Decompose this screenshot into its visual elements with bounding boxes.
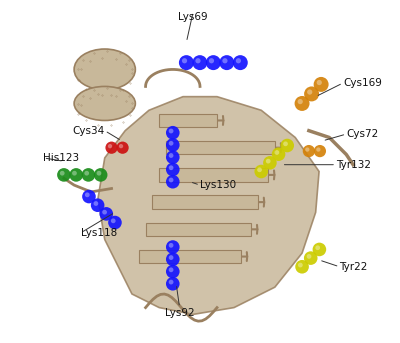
Circle shape [179, 55, 194, 70]
Circle shape [166, 277, 180, 291]
Bar [166, 141, 275, 154]
Circle shape [166, 265, 180, 278]
Circle shape [236, 58, 241, 63]
Circle shape [222, 58, 228, 63]
Circle shape [166, 151, 180, 164]
Circle shape [274, 150, 279, 155]
Circle shape [304, 86, 319, 102]
Circle shape [84, 171, 89, 176]
Text: Lys69: Lys69 [178, 12, 208, 22]
Circle shape [315, 245, 320, 250]
Circle shape [192, 55, 207, 70]
Bar [139, 250, 241, 263]
Circle shape [195, 58, 201, 63]
Circle shape [108, 216, 122, 229]
Text: Lys118: Lys118 [81, 228, 117, 238]
Circle shape [317, 80, 322, 85]
Circle shape [303, 145, 315, 157]
Bar [146, 223, 251, 236]
Circle shape [312, 243, 326, 256]
Circle shape [85, 192, 90, 197]
Text: Lys130: Lys130 [200, 180, 236, 190]
Circle shape [283, 141, 288, 146]
Text: Cys169: Cys169 [343, 78, 382, 88]
Circle shape [94, 201, 98, 206]
Circle shape [272, 147, 285, 161]
Circle shape [266, 159, 270, 164]
Circle shape [263, 156, 277, 170]
Circle shape [280, 139, 294, 152]
Circle shape [116, 142, 129, 154]
Circle shape [316, 147, 320, 152]
Circle shape [111, 218, 116, 223]
Circle shape [69, 168, 83, 182]
Circle shape [100, 207, 113, 221]
Bar [159, 114, 217, 127]
Text: Cys72: Cys72 [346, 129, 378, 139]
Bar [152, 195, 258, 209]
Ellipse shape [74, 49, 135, 90]
Circle shape [91, 198, 104, 212]
Circle shape [169, 141, 174, 146]
Circle shape [166, 175, 180, 189]
Circle shape [94, 168, 108, 182]
Circle shape [295, 260, 309, 274]
Circle shape [102, 210, 107, 215]
Circle shape [169, 153, 174, 158]
Circle shape [166, 138, 180, 152]
Ellipse shape [74, 86, 135, 120]
Circle shape [57, 168, 71, 182]
Circle shape [169, 255, 174, 260]
Circle shape [169, 165, 174, 170]
Text: Tyr22: Tyr22 [340, 262, 368, 272]
Circle shape [169, 129, 174, 133]
Circle shape [307, 90, 312, 95]
Circle shape [60, 171, 64, 176]
Circle shape [257, 167, 262, 172]
Circle shape [314, 77, 329, 92]
Text: Tyr132: Tyr132 [336, 160, 371, 170]
Circle shape [169, 280, 174, 284]
Circle shape [166, 240, 180, 254]
Circle shape [298, 263, 303, 268]
Circle shape [82, 190, 96, 203]
Circle shape [108, 144, 112, 148]
Circle shape [166, 252, 180, 266]
Circle shape [294, 96, 310, 111]
Circle shape [119, 144, 123, 148]
Circle shape [206, 55, 221, 70]
Text: His123: His123 [44, 153, 80, 163]
Circle shape [305, 147, 310, 152]
Circle shape [304, 251, 318, 265]
Circle shape [169, 268, 174, 272]
Circle shape [169, 243, 174, 248]
Polygon shape [98, 97, 319, 315]
Text: Lys92: Lys92 [165, 308, 194, 318]
Bar [159, 168, 268, 182]
Circle shape [298, 99, 303, 104]
Circle shape [72, 171, 77, 176]
Circle shape [82, 168, 95, 182]
Circle shape [254, 165, 268, 178]
Circle shape [182, 58, 187, 63]
Circle shape [166, 126, 180, 140]
Circle shape [166, 163, 180, 176]
Circle shape [169, 178, 174, 182]
Circle shape [209, 58, 214, 63]
Text: Cys34: Cys34 [72, 126, 105, 136]
Circle shape [106, 142, 118, 154]
Circle shape [233, 55, 248, 70]
Circle shape [314, 145, 326, 157]
Circle shape [307, 254, 312, 259]
Circle shape [96, 171, 101, 176]
Circle shape [219, 55, 234, 70]
